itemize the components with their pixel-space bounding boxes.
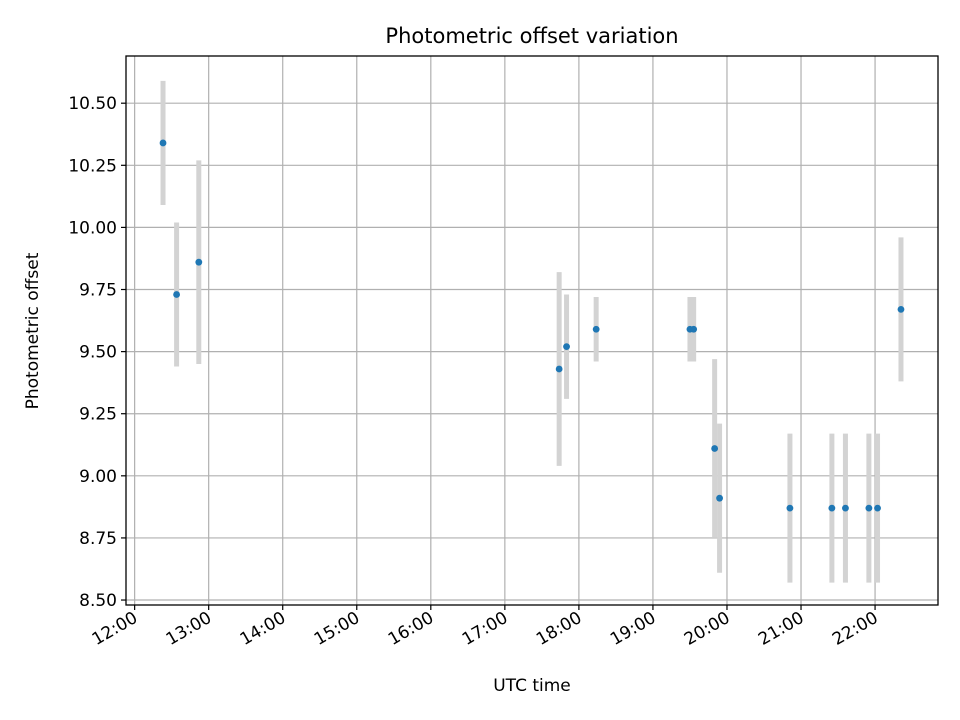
x-tick-label: 20:00 [681,608,733,650]
y-tick-label: 10.50 [68,94,117,114]
x-tick-label: 16:00 [385,608,437,650]
x-tick-label: 18:00 [533,608,585,650]
data-point [592,325,600,333]
x-tick-label: 15:00 [311,608,363,650]
x-tick-label: 21:00 [755,608,807,650]
x-tick-label: 19:00 [607,608,659,650]
x-tick-label: 17:00 [459,608,511,650]
chart-title: Photometric offset variation [385,24,678,48]
data-point [874,504,881,512]
plot-frame [125,55,939,606]
data-point [173,291,180,298]
data-point [842,504,849,512]
data-point [563,343,570,351]
data-point [828,504,836,512]
y-axis-title: Photometric offset [23,252,43,409]
x-tick-label: 14:00 [237,608,289,650]
x-tick-label: 13:00 [163,608,215,650]
x-axis-title: UTC time [493,676,571,696]
y-tick-label: 9.00 [79,467,117,487]
x-tick-label: 12:00 [89,608,141,650]
data-point [159,139,167,147]
y-tick-label: 9.50 [79,343,117,363]
data-point [195,258,203,266]
data-point [897,305,905,313]
data-point [716,494,723,502]
y-tick-label: 9.25 [79,405,117,425]
y-tick-label: 9.75 [79,281,117,301]
data-point [786,504,794,512]
data-point [690,325,698,333]
y-tick-label: 8.50 [79,591,117,611]
data-point [865,504,873,512]
data-point [711,445,719,452]
data-point [555,365,563,373]
x-tick-label: 22:00 [829,608,881,650]
y-tick-label: 10.25 [68,156,117,176]
y-tick-label: 10.00 [68,218,117,238]
y-tick-label: 8.75 [79,529,117,549]
